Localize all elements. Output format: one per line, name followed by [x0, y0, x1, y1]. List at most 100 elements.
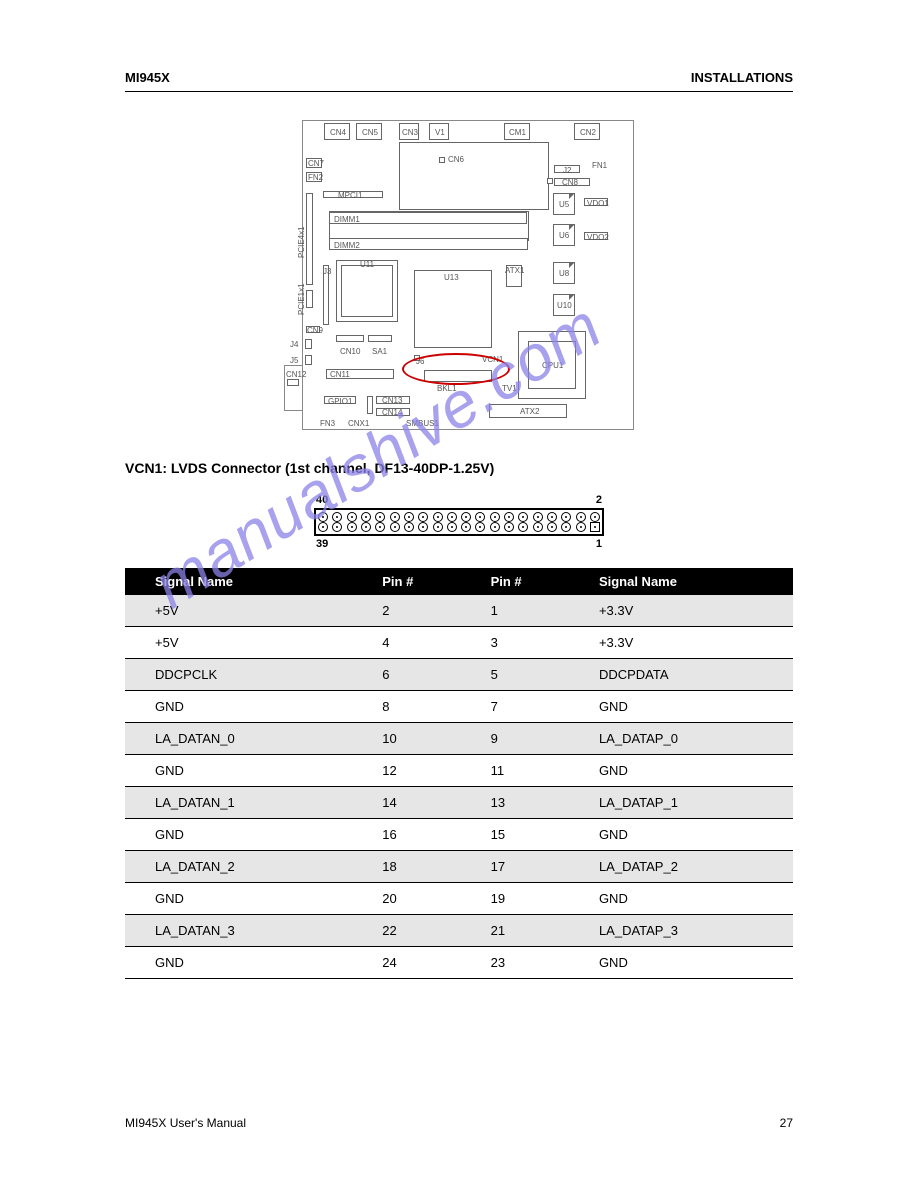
table-cell: GND: [125, 755, 366, 787]
table-cell: +3.3V: [583, 627, 793, 659]
table-cell: 16: [366, 819, 474, 851]
connector-pin: [561, 512, 571, 522]
page-header: MI945X INSTALLATIONS: [125, 70, 793, 85]
connector-pin: [504, 512, 514, 522]
table-cell: GND: [125, 947, 366, 979]
table-row: LA_DATAN_11413LA_DATAP_1: [125, 787, 793, 819]
connector-pin: [361, 512, 371, 522]
connector-pin: [390, 522, 400, 532]
table-cell: GND: [583, 947, 793, 979]
table-cell: 12: [366, 755, 474, 787]
product-name: MI945X: [125, 70, 170, 85]
table-cell: 15: [475, 819, 583, 851]
pin-label-1: 1: [596, 538, 602, 550]
connector-pin: [547, 512, 557, 522]
board-diagram: CN4 CN5 CN3 V1 CM1 CN2 CN6 CN7 FN2 FN1 J…: [125, 120, 793, 430]
table-cell: GND: [125, 691, 366, 723]
table-cell: GND: [125, 883, 366, 915]
connector-pin: [518, 522, 528, 532]
table-cell: 5: [475, 659, 583, 691]
connector-pin: [475, 512, 485, 522]
table-row: GND1615GND: [125, 819, 793, 851]
table-cell: GND: [583, 819, 793, 851]
connector-pin: [547, 522, 557, 532]
connector-pin: [347, 512, 357, 522]
highlight-ellipse: [402, 353, 510, 385]
connector-pin: [332, 512, 342, 522]
table-cell: 22: [366, 915, 474, 947]
connector-pin: [361, 522, 371, 532]
pin-label-39: 39: [316, 538, 328, 550]
table-row: GND87GND: [125, 691, 793, 723]
connector-pin: [475, 522, 485, 532]
table-cell: 23: [475, 947, 583, 979]
connector-pin: [590, 512, 600, 522]
table-cell: 1: [475, 595, 583, 627]
connector-pin: [533, 522, 543, 532]
table-cell: 20: [366, 883, 474, 915]
connector-pin: [375, 512, 385, 522]
table-row: +5V43+3.3V: [125, 627, 793, 659]
connector-pin: [490, 522, 500, 532]
table-cell: 13: [475, 787, 583, 819]
table-cell: LA_DATAP_1: [583, 787, 793, 819]
table-cell: LA_DATAP_3: [583, 915, 793, 947]
footer-left: MI945X User's Manual: [125, 1116, 246, 1130]
table-cell: 14: [366, 787, 474, 819]
table-row: DDCPCLK65DDCPDATA: [125, 659, 793, 691]
table-cell: LA_DATAN_2: [125, 851, 366, 883]
col-signal-b: Signal Name: [583, 568, 793, 595]
table-row: GND1211GND: [125, 755, 793, 787]
footer-right: 27: [780, 1116, 793, 1130]
table-cell: 18: [366, 851, 474, 883]
table-cell: LA_DATAN_3: [125, 915, 366, 947]
section-name: INSTALLATIONS: [691, 70, 793, 85]
connector-pin: [318, 512, 328, 522]
table-cell: 6: [366, 659, 474, 691]
connector-pin: [576, 522, 586, 532]
table-cell: 9: [475, 723, 583, 755]
connector-pin: [518, 512, 528, 522]
connector-pin: [347, 522, 357, 532]
table-cell: 21: [475, 915, 583, 947]
table-header-row: Signal Name Pin # Pin # Signal Name: [125, 568, 793, 595]
pinout-table: Signal Name Pin # Pin # Signal Name +5V2…: [125, 568, 793, 979]
connector-pin: [576, 512, 586, 522]
table-row: GND2019GND: [125, 883, 793, 915]
table-cell: DDCPDATA: [583, 659, 793, 691]
header-divider: [125, 91, 793, 92]
table-row: +5V21+3.3V: [125, 595, 793, 627]
table-cell: 10: [366, 723, 474, 755]
connector-pin: [404, 522, 414, 532]
connector-pin: [447, 522, 457, 532]
connector-pin: [490, 512, 500, 522]
page-footer: MI945X User's Manual 27: [125, 1116, 793, 1130]
connector-pin: [590, 522, 600, 532]
connector-pin: [404, 512, 414, 522]
connector-pin: [418, 512, 428, 522]
table-cell: 19: [475, 883, 583, 915]
connector-pin: [533, 512, 543, 522]
connector-pin: [561, 522, 571, 532]
table-cell: DDCPCLK: [125, 659, 366, 691]
table-cell: 11: [475, 755, 583, 787]
connector-pin: [461, 522, 471, 532]
connector-pin: [390, 512, 400, 522]
connector-pin: [318, 522, 328, 532]
connector-pin: [461, 512, 471, 522]
table-cell: LA_DATAN_0: [125, 723, 366, 755]
table-cell: GND: [125, 819, 366, 851]
table-row: GND2423GND: [125, 947, 793, 979]
table-cell: +5V: [125, 595, 366, 627]
table-cell: 8: [366, 691, 474, 723]
table-cell: LA_DATAP_2: [583, 851, 793, 883]
table-cell: LA_DATAN_1: [125, 787, 366, 819]
table-cell: 7: [475, 691, 583, 723]
col-pin-b: Pin #: [475, 568, 583, 595]
connector-pin: [433, 522, 443, 532]
connector-pin: [433, 512, 443, 522]
col-pin-a: Pin #: [366, 568, 474, 595]
table-cell: 4: [366, 627, 474, 659]
connector-pin: [332, 522, 342, 532]
col-signal-a: Signal Name: [125, 568, 366, 595]
